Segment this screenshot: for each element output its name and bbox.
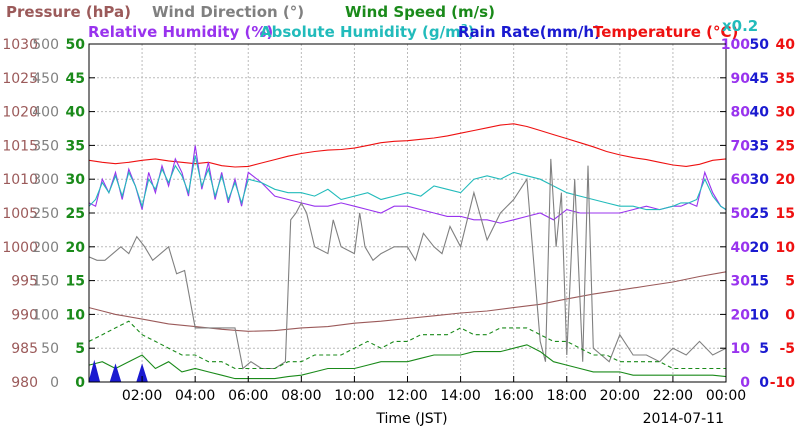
x-tick-label: 22:00	[653, 388, 693, 404]
relative-humidity-tick-label: 10	[731, 341, 751, 357]
wind-direction-series	[88, 158, 727, 370]
wind-speed-tick-label: 0	[75, 375, 85, 391]
x-tick-label: 02:00	[122, 388, 162, 404]
wind-direction-tick-label: 500	[32, 37, 59, 53]
temperature-tick-label: 40	[776, 37, 796, 53]
pressure-hpa-series	[88, 271, 727, 332]
rain-rate-tick-label: 35	[750, 138, 769, 154]
wind-speed-gust-series	[88, 320, 726, 370]
temperature-tick-label: 30	[776, 105, 796, 121]
relative-humidity-tick-label: 0	[740, 375, 750, 391]
x-tick-label: 12:00	[387, 388, 427, 404]
scale-note: x0.2	[722, 17, 758, 35]
relative-humidity-tick-label: 60	[731, 172, 751, 188]
x-axis-label: Time (JST)	[375, 411, 447, 427]
wind-speed-tick-label: 40	[66, 105, 86, 121]
relative-humidity-tick-label: 100	[721, 37, 750, 53]
x-tick-label: 16:00	[493, 388, 533, 404]
temperature-tick-label: 25	[776, 138, 795, 154]
relative-humidity-header: Relative Humidity (%)	[88, 23, 273, 41]
x-tick-label: 08:00	[281, 388, 321, 404]
pressure-tick-label: 995	[11, 274, 38, 290]
pressure-header: Pressure (hPa)	[6, 3, 131, 21]
wind-speed-tick-label: 35	[66, 138, 85, 154]
grid	[89, 44, 726, 382]
temperature-tick-label: 20	[776, 172, 796, 188]
pressure-tick-label: 990	[11, 307, 38, 323]
x-tick-label: 10:00	[334, 388, 374, 404]
wind-speed-tick-label: 5	[75, 341, 85, 357]
wind-speed-header: Wind Speed (m/s)	[345, 3, 495, 21]
date-label: 2014-07-11	[643, 411, 724, 427]
temperature-tick-label: 5	[785, 274, 795, 290]
wind-speed-tick-label: 10	[66, 307, 86, 323]
rain-rate-tick-label: 15	[750, 274, 769, 290]
pressure-tick-label: 1010	[2, 172, 38, 188]
rain-rate-header: Rain Rate(mm/h)	[458, 23, 601, 41]
temperature-tick-label: 0	[785, 307, 795, 323]
wind-speed-tick-label: 20	[66, 240, 86, 256]
pressure-tick-label: 1030	[2, 37, 38, 53]
wind-direction-tick-label: 400	[32, 105, 59, 121]
wind-direction-tick-label: 200	[32, 240, 59, 256]
pressure-tick-label: 1015	[2, 138, 38, 154]
wind-direction-tick-label: 0	[50, 375, 59, 391]
wind-direction-tick-label: 350	[32, 138, 59, 154]
relative-humidity-tick-label: 50	[731, 206, 751, 222]
wind-direction-tick-label: 100	[32, 307, 59, 323]
absolute-humidity-header: Absolute Humidity (g/m3)	[260, 23, 475, 41]
relative-humidity-tick-label: 80	[731, 105, 751, 121]
pressure-tick-label: 1000	[2, 240, 38, 256]
rain-rate-tick-label: 0	[759, 375, 769, 391]
pressure-tick-label: 980	[11, 375, 38, 391]
absolute-humidity-g-m3-series	[88, 155, 727, 211]
temperature-tick-label: 35	[776, 71, 795, 87]
wind-speed-tick-label: 45	[66, 71, 85, 87]
wind-direction-header: Wind Direction (°)	[152, 3, 304, 21]
x-tick-label: 20:00	[600, 388, 640, 404]
temperature-header: Temperature (°C)	[593, 23, 738, 41]
relative-humidity-tick-label: 70	[731, 138, 751, 154]
wind-direction-tick-label: 50	[41, 341, 59, 357]
temperature-tick-label: -5	[779, 341, 795, 357]
wind-speed-tick-label: 15	[66, 274, 85, 290]
relative-humidity-tick-label: 20	[731, 307, 751, 323]
rain-rate-tick-label: 30	[750, 172, 770, 188]
wind-direction-tick-label: 150	[32, 274, 59, 290]
relative-humidity-tick-label: 90	[731, 71, 751, 87]
x-tick-label: 14:00	[440, 388, 480, 404]
wind-speed-tick-label: 30	[66, 172, 86, 188]
rain-rate-tick-label: 40	[750, 105, 770, 121]
pressure-tick-label: 1025	[2, 71, 38, 87]
x-tick-label: 04:00	[175, 388, 215, 404]
wind-direction-tick-label: 300	[32, 172, 59, 188]
pressure-tick-label: 1005	[2, 206, 38, 222]
rain-rate-tick-label: 25	[750, 206, 769, 222]
temperature-c-series	[88, 123, 727, 168]
axis-labels: 1030102510201015101010051000995990985980…	[2, 37, 795, 404]
wind-direction-tick-label: 250	[32, 206, 59, 222]
temperature-tick-label: -10	[770, 375, 796, 391]
x-tick-label: 18:00	[547, 388, 587, 404]
x-tick-label: 00:00	[706, 388, 746, 404]
temperature-tick-label: 15	[776, 206, 795, 222]
rain-rate-tick-label: 20	[750, 240, 770, 256]
rain-rate-tick-label: 10	[750, 307, 770, 323]
wind-direction-tick-label: 450	[32, 71, 59, 87]
x-tick-label: 06:00	[228, 388, 268, 404]
pressure-tick-label: 985	[11, 341, 38, 357]
relative-humidity-tick-label: 30	[731, 274, 751, 290]
rain-rate-tick-label: 50	[750, 37, 770, 53]
wind-speed-m-s-series	[88, 344, 727, 380]
wind-speed-tick-label: 50	[66, 37, 86, 53]
rain-rate-tick-label: 45	[750, 71, 769, 87]
wind-speed-tick-label: 25	[66, 206, 85, 222]
temperature-tick-label: 10	[776, 240, 796, 256]
rain-rate-tick-label: 5	[759, 341, 769, 357]
pressure-tick-label: 1020	[2, 105, 38, 121]
relative-humidity-tick-label: 40	[731, 240, 751, 256]
